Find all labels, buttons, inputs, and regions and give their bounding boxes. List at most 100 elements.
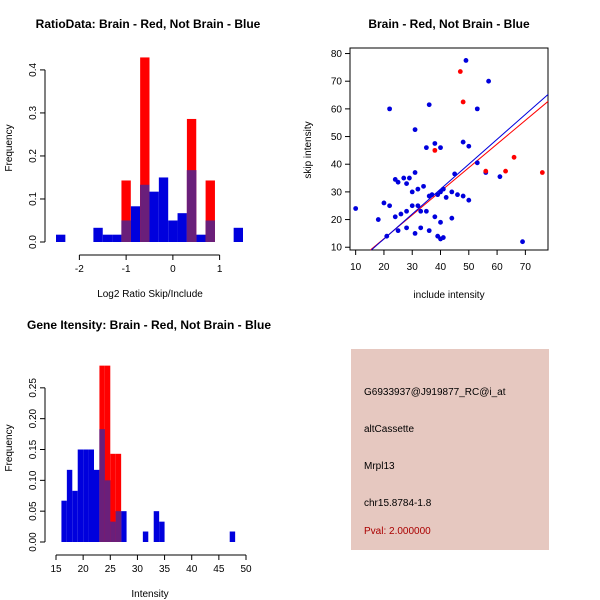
x-tick-label: -1 — [122, 264, 131, 275]
gene-histogram-overlap-bars — [99, 429, 122, 542]
x-tick-label: 20 — [78, 564, 90, 575]
y-tick-label: 30 — [331, 187, 343, 198]
hist-bar-red — [121, 180, 131, 242]
hist-bar-red — [104, 365, 111, 542]
hist-bar-red — [110, 453, 116, 542]
scatter-point-blue — [474, 160, 480, 166]
y-tick-label: 0.20 — [28, 408, 39, 428]
y-tick-label: 10 — [331, 243, 343, 254]
hist-bar-blue — [56, 234, 66, 242]
y-tick-label: 70 — [331, 77, 343, 88]
scatter-point-blue — [474, 106, 480, 112]
scatter-point-blue — [463, 58, 469, 63]
scatter-point-blue — [404, 208, 409, 214]
scatter-point-red — [511, 154, 517, 160]
y-tick-label: 80 — [331, 49, 343, 60]
hist-bar-blue — [83, 449, 89, 542]
blue-fit-line — [371, 94, 549, 251]
x-tick-label: 0 — [170, 264, 176, 275]
hist-bar-blue — [177, 213, 187, 242]
x-tick-label: 10 — [350, 262, 362, 273]
scatter-point-blue — [466, 143, 472, 149]
hist-bar-overlap — [121, 220, 131, 242]
scatter-point-blue — [387, 203, 392, 209]
scatter-point-blue — [497, 174, 503, 180]
scatter-point-blue — [415, 203, 421, 209]
scatter-point-blue — [423, 208, 429, 214]
scatter-point-blue — [443, 195, 449, 200]
scatter-point-blue — [387, 106, 392, 112]
probe-info-panel: G6933937@J919877_RC@i_at altCassette Mrp… — [351, 349, 549, 550]
scatter-point-blue — [486, 78, 491, 84]
x-tick-label: 40 — [186, 564, 198, 575]
y-tick-label: 0.1 — [28, 192, 39, 206]
hist-bar-overlap — [205, 220, 215, 242]
hist-bar-red — [115, 453, 122, 542]
scatter-point-blue — [412, 230, 418, 236]
scatter-point-red — [457, 69, 463, 74]
scatter-point-blue — [520, 239, 525, 245]
y-tick-label: 0.00 — [28, 532, 39, 552]
scatter-point-blue — [392, 177, 398, 182]
x-tick-label: 60 — [492, 262, 504, 273]
hist-bar-overlap — [140, 184, 150, 242]
hist-bar-blue — [233, 227, 243, 242]
hist-bar-blue — [94, 469, 100, 542]
gene-histogram-ylabel: Frequency — [4, 424, 15, 471]
hist-bar-overlap — [115, 511, 122, 542]
chromosome-location: chr15.8784-1.8 — [364, 498, 432, 509]
hist-bar-overlap — [99, 429, 105, 542]
x-tick-label: 20 — [378, 262, 390, 273]
gene-histogram-xlabel: Intensity — [131, 589, 168, 600]
y-tick-label: 0.3 — [28, 106, 39, 120]
scatter-point-blue — [415, 186, 421, 192]
scatter-point-blue — [432, 214, 438, 220]
scatter-points — [353, 58, 545, 245]
scatter-point-blue — [440, 235, 446, 240]
hist-bar-overlap — [110, 521, 116, 542]
y-tick-label: 0.10 — [28, 470, 39, 490]
scatter-xlabel: include intensity — [413, 290, 484, 301]
hist-bar-blue — [153, 511, 160, 542]
ratio-histogram-xlabel: Log2 Ratio Skip/Include — [97, 289, 203, 300]
ratio-histogram-panel: RatioData: Brain - Red, Not Brain - Blue… — [4, 17, 261, 300]
scatter-point-blue — [395, 228, 401, 234]
gene-histogram-title: Gene Itensity: Brain - Red, Not Brain - … — [27, 318, 271, 332]
hist-bar-blue — [159, 521, 165, 542]
scatter-point-blue — [381, 200, 387, 206]
gene-intensity-histogram-panel: Gene Itensity: Brain - Red, Not Brain - … — [4, 318, 271, 600]
y-tick-label: 0.15 — [28, 439, 39, 459]
x-tick-label: 15 — [50, 564, 62, 575]
x-tick-label: 25 — [105, 564, 117, 575]
scatter-point-blue — [398, 211, 404, 217]
scatter-point-blue — [460, 139, 466, 145]
scatter-point-blue — [455, 192, 460, 198]
y-tick-label: 0.05 — [28, 501, 39, 521]
y-tick-label: 50 — [331, 132, 343, 143]
hist-bar-blue — [229, 531, 236, 542]
x-tick-label: 35 — [159, 564, 171, 575]
hist-bar-blue — [196, 234, 206, 242]
scatter-point-blue — [423, 145, 429, 151]
hist-bar-blue — [142, 531, 149, 542]
ratio-histogram-overlap-bars — [121, 170, 215, 242]
hist-bar-overlap — [104, 480, 111, 542]
scatter-title: Brain - Red, Not Brain - Blue — [368, 17, 530, 31]
hist-bar-blue — [130, 206, 141, 242]
y-tick-label: 0.0 — [28, 235, 39, 249]
scatter-point-blue — [438, 145, 443, 151]
y-tick-label: 0.2 — [28, 149, 39, 163]
scatter-point-blue — [407, 175, 412, 181]
scatter-point-blue — [404, 181, 409, 186]
scatter-point-blue — [452, 171, 458, 177]
scatter-point-blue — [412, 170, 418, 175]
y-tick-label: 0.4 — [28, 63, 39, 77]
x-tick-label: 70 — [520, 262, 532, 273]
probe-id: G6933937@J919877_RC@i_at — [364, 387, 506, 398]
scatter-point-blue — [412, 127, 418, 133]
ratio-histogram-axes: -2 -1 0 1 0.0 0.1 0.2 0.3 0.4 — [28, 63, 223, 275]
scatter-point-blue — [426, 228, 432, 234]
scatter-point-blue — [440, 186, 446, 192]
scatter-point-blue — [466, 197, 472, 203]
